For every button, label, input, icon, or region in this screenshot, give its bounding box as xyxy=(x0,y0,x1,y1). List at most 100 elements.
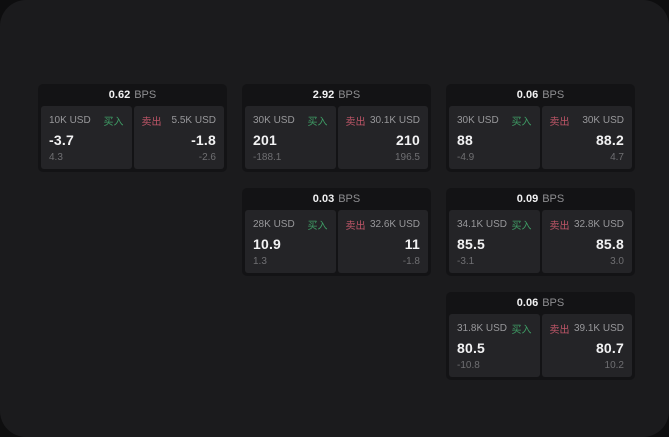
quote-card: 2.92 BPS 30K USD 买入 201 -188.1 卖出 30.1K … xyxy=(242,84,431,172)
buy-side-label: 买入 xyxy=(307,221,328,232)
bps-spread-value: 0.09 xyxy=(516,193,539,205)
card-header: 0.62 BPS xyxy=(38,84,227,106)
buy-sub-value: 1.3 xyxy=(253,256,267,267)
bps-unit-label: BPS xyxy=(338,89,361,101)
sell-sub-value: 10.2 xyxy=(604,360,624,371)
sell-panel-header: 卖出 30K USD xyxy=(550,113,625,128)
buy-side-label: 买入 xyxy=(103,117,124,128)
quote-panels: 28K USD 买入 10.9 1.3 卖出 32.6K USD 11 -1.8 xyxy=(245,210,428,273)
buy-amount: 30K USD xyxy=(253,115,295,126)
bps-spread-value: 0.03 xyxy=(312,193,335,205)
sell-quote-panel[interactable]: 卖出 5.5K USD -1.8 -2.6 xyxy=(133,106,224,169)
quote-cards-grid: 0.62 BPS 10K USD 买入 -3.7 4.3 卖出 5.5K USD… xyxy=(38,84,635,380)
bps-spread-value: 0.62 xyxy=(108,89,131,101)
buy-side-label: 买入 xyxy=(511,325,532,336)
sell-amount: 32.8K USD xyxy=(573,219,624,230)
buy-panel-header: 10K USD 买入 xyxy=(49,113,124,128)
buy-price: 88 xyxy=(457,132,473,148)
buy-quote-panel[interactable]: 28K USD 买入 10.9 1.3 xyxy=(245,210,336,273)
sell-price: 85.8 xyxy=(595,236,624,252)
bps-unit-label: BPS xyxy=(542,297,565,309)
bps-unit-label: BPS xyxy=(542,89,565,101)
sell-side-label: 卖出 xyxy=(345,221,366,232)
buy-sub-value: -4.9 xyxy=(457,152,475,163)
sell-quote-panel[interactable]: 卖出 32.8K USD 85.8 3.0 xyxy=(541,210,632,273)
buy-sub-value: -10.8 xyxy=(457,360,480,371)
bps-spread-value: 0.06 xyxy=(516,89,539,101)
sell-side-label: 卖出 xyxy=(549,117,570,128)
quote-card: 0.03 BPS 28K USD 买入 10.9 1.3 卖出 32.6K US… xyxy=(242,188,431,276)
quote-panels: 34.1K USD 买入 85.5 -3.1 卖出 32.8K USD 85.8… xyxy=(449,210,632,273)
sell-quote-panel[interactable]: 卖出 39.1K USD 80.7 10.2 xyxy=(541,314,632,377)
buy-panel-header: 34.1K USD 买入 xyxy=(457,217,532,232)
sell-sub-value: 196.5 xyxy=(394,152,420,163)
sell-amount: 30K USD xyxy=(582,115,624,126)
buy-panel-header: 28K USD 买入 xyxy=(253,217,328,232)
buy-panel-header: 30K USD 买入 xyxy=(457,113,532,128)
card-header: 0.09 BPS xyxy=(446,188,635,210)
buy-quote-panel[interactable]: 10K USD 买入 -3.7 4.3 xyxy=(41,106,132,169)
bps-unit-label: BPS xyxy=(542,193,565,205)
sell-panel-header: 卖出 5.5K USD xyxy=(142,113,217,128)
card-header: 0.06 BPS xyxy=(446,292,635,314)
quote-panels: 31.8K USD 买入 80.5 -10.8 卖出 39.1K USD 80.… xyxy=(449,314,632,377)
sell-price: 210 xyxy=(396,132,420,148)
buy-quote-panel[interactable]: 31.8K USD 买入 80.5 -10.8 xyxy=(449,314,540,377)
sell-sub-value: -2.6 xyxy=(198,152,216,163)
bps-spread-value: 2.92 xyxy=(312,89,335,101)
quote-card: 0.62 BPS 10K USD 买入 -3.7 4.3 卖出 5.5K USD… xyxy=(38,84,227,172)
bps-unit-label: BPS xyxy=(134,89,157,101)
buy-amount: 30K USD xyxy=(457,115,499,126)
buy-price: 80.5 xyxy=(457,340,486,356)
buy-amount: 10K USD xyxy=(49,115,91,126)
buy-quote-panel[interactable]: 34.1K USD 买入 85.5 -3.1 xyxy=(449,210,540,273)
quote-panels: 10K USD 买入 -3.7 4.3 卖出 5.5K USD -1.8 -2.… xyxy=(41,106,224,169)
buy-quote-panel[interactable]: 30K USD 买入 201 -188.1 xyxy=(245,106,336,169)
buy-amount: 34.1K USD xyxy=(457,219,508,230)
sell-panel-header: 卖出 32.6K USD xyxy=(346,217,421,232)
sell-amount: 39.1K USD xyxy=(573,323,624,334)
sell-sub-value: 4.7 xyxy=(610,152,624,163)
sell-sub-value: 3.0 xyxy=(610,256,624,267)
sell-amount: 32.6K USD xyxy=(369,219,420,230)
quote-panels: 30K USD 买入 201 -188.1 卖出 30.1K USD 210 1… xyxy=(245,106,428,169)
buy-price: 201 xyxy=(253,132,277,148)
sell-quote-panel[interactable]: 卖出 30K USD 88.2 4.7 xyxy=(541,106,632,169)
buy-side-label: 买入 xyxy=(511,117,532,128)
sell-panel-header: 卖出 32.8K USD xyxy=(550,217,625,232)
buy-sub-value: -188.1 xyxy=(253,152,282,163)
sell-amount: 30.1K USD xyxy=(369,115,420,126)
sell-side-label: 卖出 xyxy=(345,117,366,128)
quote-panels: 30K USD 买入 88 -4.9 卖出 30K USD 88.2 4.7 xyxy=(449,106,632,169)
quote-card: 0.06 BPS 31.8K USD 买入 80.5 -10.8 卖出 39.1… xyxy=(446,292,635,380)
buy-amount: 31.8K USD xyxy=(457,323,508,334)
sell-price: 11 xyxy=(404,236,420,252)
sell-side-label: 卖出 xyxy=(549,221,570,232)
quote-card: 0.09 BPS 34.1K USD 买入 85.5 -3.1 卖出 32.8K… xyxy=(446,188,635,276)
card-header: 0.06 BPS xyxy=(446,84,635,106)
sell-quote-panel[interactable]: 卖出 30.1K USD 210 196.5 xyxy=(337,106,428,169)
buy-price: 85.5 xyxy=(457,236,486,252)
bps-spread-value: 0.06 xyxy=(516,297,539,309)
sell-panel-header: 卖出 30.1K USD xyxy=(346,113,421,128)
sell-quote-panel[interactable]: 卖出 32.6K USD 11 -1.8 xyxy=(337,210,428,273)
sell-price: 88.2 xyxy=(595,132,624,148)
card-header: 0.03 BPS xyxy=(242,188,431,210)
sell-side-label: 卖出 xyxy=(141,117,162,128)
sell-price: -1.8 xyxy=(191,132,216,148)
sell-amount: 5.5K USD xyxy=(171,115,216,126)
card-header: 2.92 BPS xyxy=(242,84,431,106)
buy-side-label: 买入 xyxy=(307,117,328,128)
buy-amount: 28K USD xyxy=(253,219,295,230)
sell-panel-header: 卖出 39.1K USD xyxy=(550,321,625,336)
buy-sub-value: -3.1 xyxy=(457,256,475,267)
sell-side-label: 卖出 xyxy=(549,325,570,336)
buy-price: -3.7 xyxy=(49,132,74,148)
buy-quote-panel[interactable]: 30K USD 买入 88 -4.9 xyxy=(449,106,540,169)
sell-price: 80.7 xyxy=(595,340,624,356)
quote-card: 0.06 BPS 30K USD 买入 88 -4.9 卖出 30K USD 8… xyxy=(446,84,635,172)
sell-sub-value: -1.8 xyxy=(402,256,420,267)
buy-price: 10.9 xyxy=(253,236,282,252)
buy-sub-value: 4.3 xyxy=(49,152,63,163)
